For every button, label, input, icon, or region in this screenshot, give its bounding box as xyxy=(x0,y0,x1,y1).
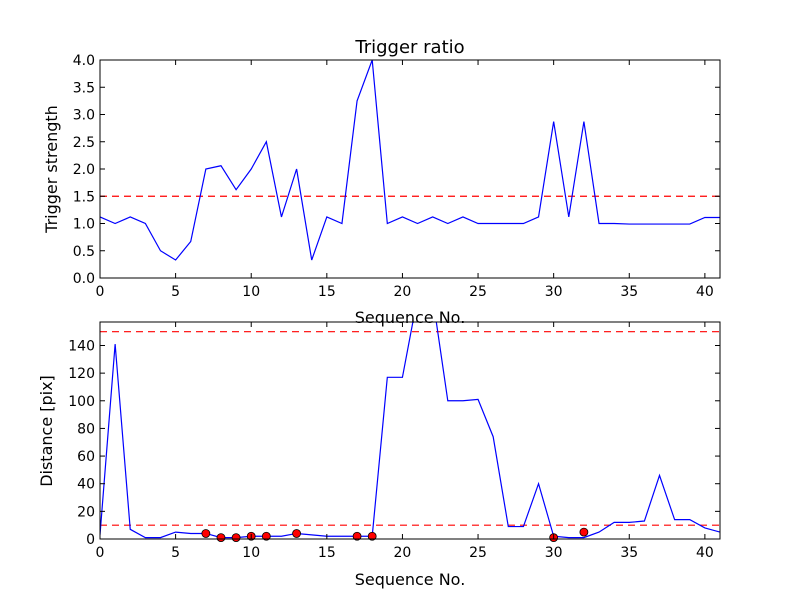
subplot-distance: 0 5 10 15 20 25 30 35 40 0 20 40 60 80 100 120 140 Seque… xyxy=(37,321,721,589)
y-tick-label: 0.0 xyxy=(73,271,95,287)
y-tick-label: 140 xyxy=(68,338,95,354)
y-tick-label: 0.5 xyxy=(73,244,95,260)
x-tick-label: 15 xyxy=(318,545,336,561)
y-tick-label: 40 xyxy=(77,477,95,493)
x-tick-label: 20 xyxy=(394,545,412,561)
chart-title: Trigger ratio xyxy=(354,37,464,58)
y-tick-label: 20 xyxy=(77,504,95,520)
data-point xyxy=(579,527,589,537)
y-tick-label: 2.5 xyxy=(73,135,95,151)
x-tick-label: 0 xyxy=(96,545,105,561)
y-axis-title: Distance [pix] xyxy=(37,375,56,487)
axes-frame xyxy=(99,321,721,540)
x-tick-label: 5 xyxy=(171,284,180,300)
y-tick-label: 100 xyxy=(68,394,95,410)
y-tick-label: 120 xyxy=(68,366,95,382)
x-tick-label: 25 xyxy=(469,284,487,300)
x-tick-label: 10 xyxy=(242,545,260,561)
x-tick-label: 30 xyxy=(545,545,563,561)
data-point xyxy=(216,533,226,543)
data-point xyxy=(292,529,301,538)
x-tick-label: 5 xyxy=(171,545,180,561)
y-tick-label: 4.0 xyxy=(73,53,95,69)
subplot-trigger-ratio: Trigger ratio 0 5 10 15 20 25 30 35 40 0.0 0.5 1.0 1… xyxy=(42,37,721,327)
x-tick-label: 10 xyxy=(242,284,260,300)
series-line xyxy=(100,60,720,261)
y-tick-label: 3.0 xyxy=(73,108,95,124)
x-tick-label: 40 xyxy=(696,545,714,561)
x-tick-label: 35 xyxy=(620,545,638,561)
x-tick-label: 35 xyxy=(620,284,638,300)
y-tick-label: 80 xyxy=(77,421,95,437)
y-axis-title: Trigger strength xyxy=(42,105,61,234)
x-tick-label: 40 xyxy=(696,284,714,300)
data-point xyxy=(231,533,241,543)
y-tick-label: 1.0 xyxy=(73,217,95,233)
x-tick-label: 30 xyxy=(545,284,563,300)
y-tick-label: 60 xyxy=(77,449,95,465)
plot-area-trigger: 0 5 10 15 20 25 30 35 40 0.0 0.5 1.0 1.5 2.0 2.5 3.0 3.5… xyxy=(73,53,721,300)
y-tick-label: 0 xyxy=(86,532,95,548)
x-axis-title: Sequence No. xyxy=(355,570,466,589)
data-point xyxy=(261,531,271,541)
y-tick-label: 1.5 xyxy=(73,189,95,205)
data-point xyxy=(352,531,362,541)
plot-area-distance: 0 5 10 15 20 25 30 35 40 0 20 40 60 80 100 120 140 xyxy=(68,321,721,561)
data-point xyxy=(367,531,377,541)
x-tick-label: 0 xyxy=(96,284,105,300)
y-tick-label: 3.5 xyxy=(73,80,95,96)
x-tick-label: 15 xyxy=(318,284,336,300)
data-point xyxy=(201,529,211,538)
x-tick-label: 20 xyxy=(394,284,412,300)
y-tick-label: 2.0 xyxy=(73,162,95,178)
x-tick-label: 25 xyxy=(469,545,487,561)
x-axis-title: Sequence No. xyxy=(355,308,466,327)
